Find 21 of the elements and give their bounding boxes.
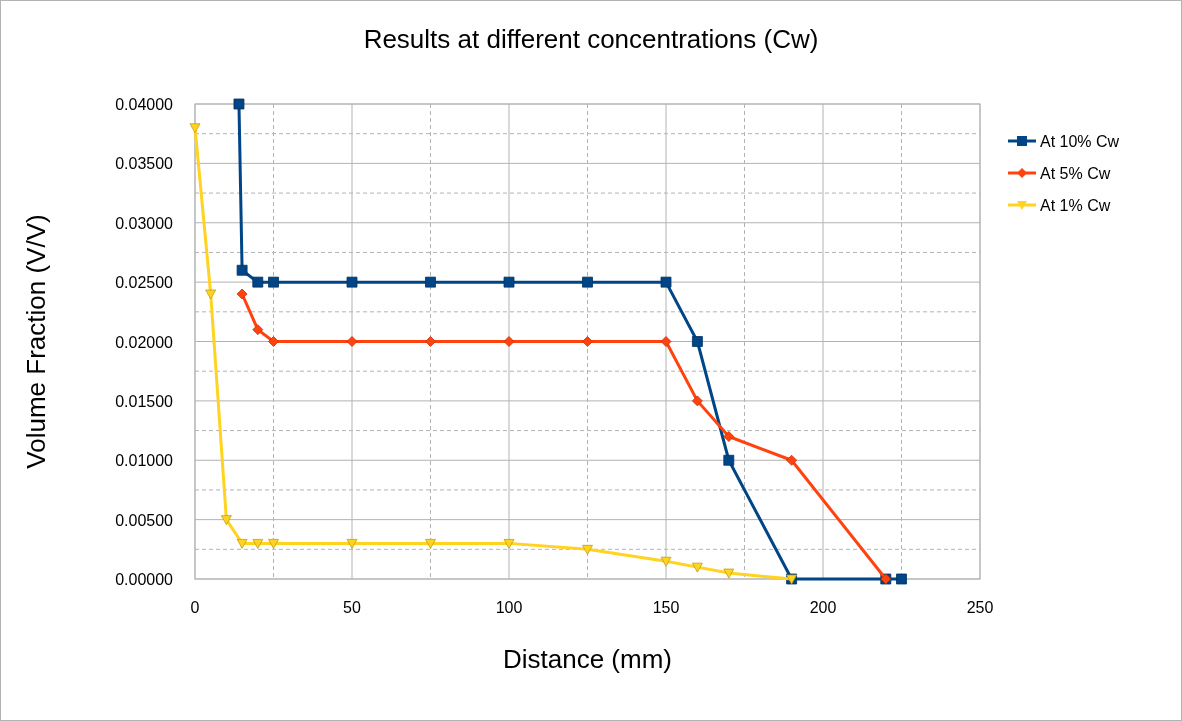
- y-tick-label: 0.01000: [115, 452, 174, 470]
- y-tick-label: 0.04000: [115, 96, 174, 113]
- x-tick-label: 100: [495, 599, 523, 616]
- legend-label: At 10% Cw: [1040, 133, 1120, 150]
- y-tick-label: 0.03500: [115, 155, 174, 173]
- y-tick-label: 0.01500: [115, 392, 174, 410]
- x-axis-title: Distance (mm): [502, 644, 673, 674]
- legend-label: At 5% Cw: [1040, 165, 1111, 182]
- x-tick-label: 200: [809, 599, 837, 616]
- y-tick-label: 0.02000: [115, 333, 174, 351]
- y-tick-label: 0.02500: [115, 274, 174, 292]
- y-tick-label: 0.03000: [115, 214, 174, 232]
- x-tick-label: 50: [343, 599, 361, 616]
- x-tick-label: 0: [190, 599, 200, 616]
- y-tick-label: 0.00500: [115, 511, 174, 529]
- x-tick-label: 150: [652, 599, 680, 616]
- legend-label: At 1% Cw: [1040, 197, 1111, 214]
- x-tick-label: 250: [966, 599, 994, 616]
- y-axis-title: Volume Fraction (V/V): [21, 214, 51, 469]
- y-tick-label: 0.00000: [115, 571, 174, 588]
- chart-title: Results at different concentrations (Cw): [363, 24, 819, 54]
